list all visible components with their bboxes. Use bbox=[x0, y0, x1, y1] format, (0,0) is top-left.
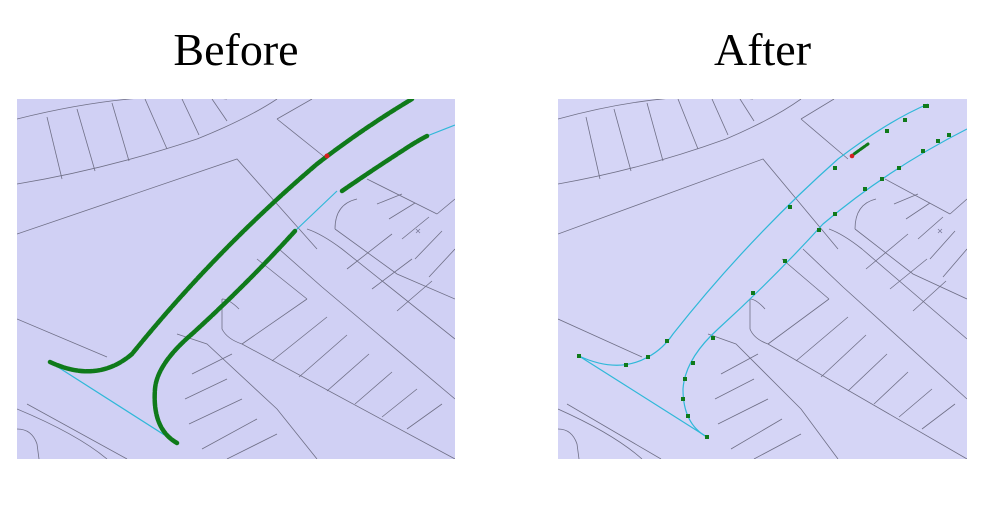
highlighted-road-edges bbox=[47, 99, 430, 446]
parcel-lines bbox=[17, 99, 455, 459]
red-marker bbox=[324, 153, 330, 159]
cross-marker bbox=[937, 228, 943, 234]
road-centerlines bbox=[578, 103, 967, 438]
after-map-panel bbox=[558, 99, 967, 459]
before-title: Before bbox=[173, 24, 299, 75]
before-map-panel bbox=[17, 99, 455, 459]
after-map-canvas bbox=[558, 99, 967, 459]
road-centerlines bbox=[49, 124, 455, 444]
red-marker bbox=[849, 153, 855, 159]
after-title: After bbox=[713, 24, 812, 75]
cross-marker bbox=[415, 228, 421, 234]
vertex-nodes bbox=[577, 104, 951, 439]
before-map-canvas bbox=[17, 99, 455, 459]
parcel-lines bbox=[558, 99, 967, 459]
